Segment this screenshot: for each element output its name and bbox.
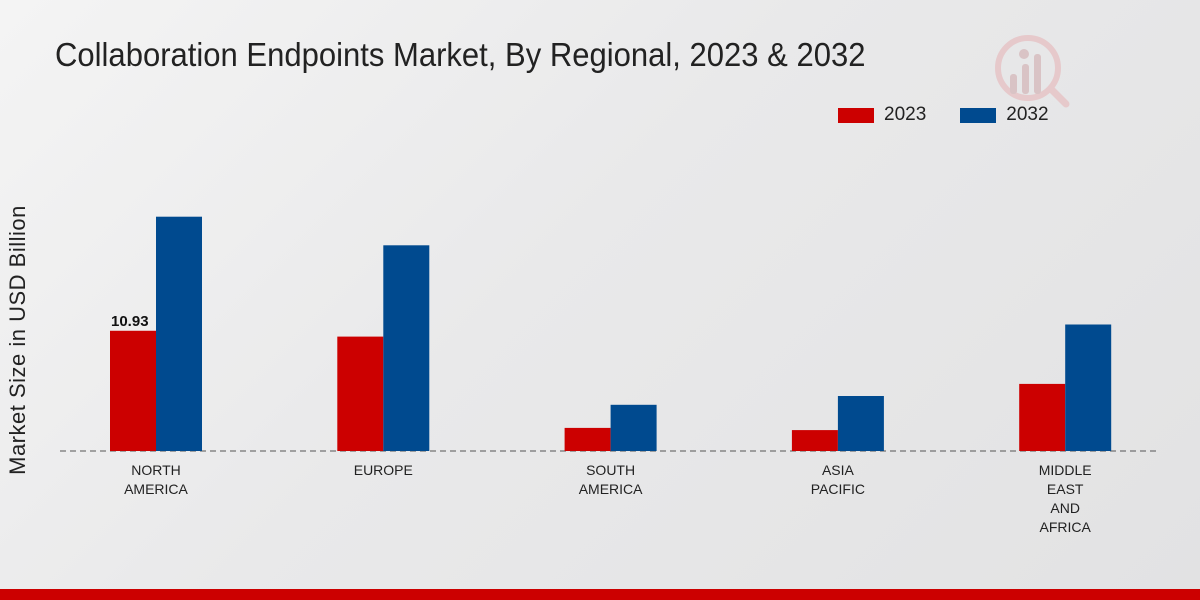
- legend-swatch-2023: [838, 107, 874, 123]
- bar-2032-middle-east-and-africa: [1065, 324, 1112, 451]
- chart-legend: 2023 2032: [838, 104, 1083, 126]
- x-tick-label: SOUTH AMERICA: [579, 462, 643, 497]
- bar-2023-asia-pacific: [791, 430, 838, 451]
- x-tick-label: MIDDLE EAST AND AFRICA: [1039, 462, 1092, 535]
- bar-2032-north-america: [156, 216, 202, 451]
- bar-2023-europe: [337, 336, 384, 451]
- bar-2023-north-america: [110, 330, 156, 451]
- bar-2032-south-america: [610, 404, 657, 451]
- brand-logo-icon: [994, 32, 1072, 110]
- bar-2032-europe: [383, 245, 430, 451]
- legend-label-2032: 2032: [1006, 104, 1049, 125]
- legend-item-2023: 2023: [838, 104, 926, 126]
- legend-swatch-2032: [960, 107, 997, 123]
- bottom-accent-bar: [0, 589, 1200, 600]
- x-tick-label: ASIA PACIFIC: [811, 462, 865, 497]
- bar-2023-middle-east-and-africa: [1019, 383, 1066, 451]
- x-tick-label: NORTH AMERICA: [124, 462, 188, 497]
- legend-label-2023: 2023: [884, 104, 927, 125]
- bar-2023-south-america: [564, 427, 611, 451]
- bar-2032-asia-pacific: [837, 396, 884, 451]
- data-label: 10.93: [111, 313, 149, 330]
- legend-item-2032: 2032: [960, 104, 1049, 126]
- chart-title: Collaboration Endpoints Market, By Regio…: [55, 36, 866, 73]
- x-tick-label: EUROPE: [354, 462, 413, 478]
